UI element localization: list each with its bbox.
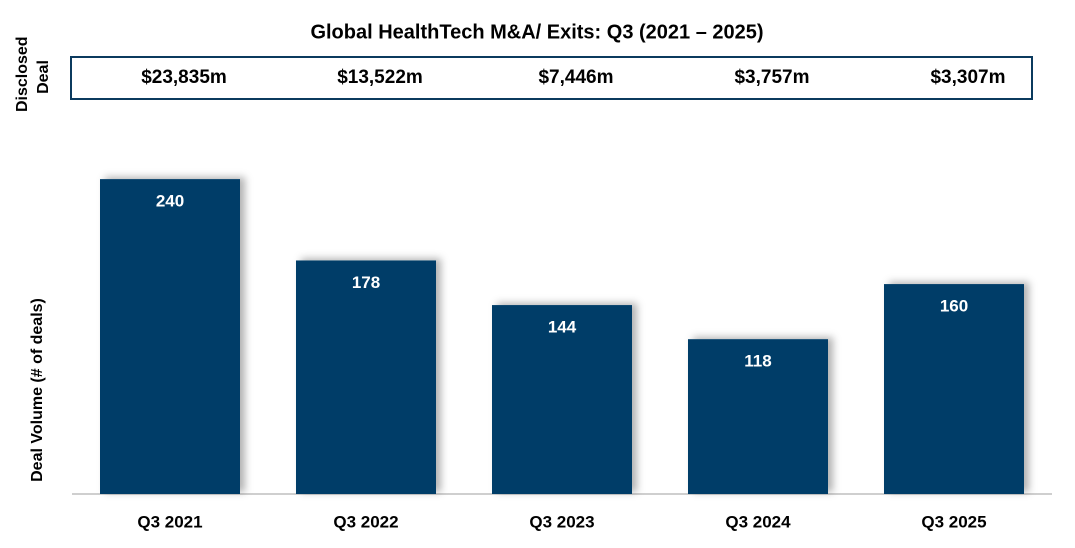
deal-value: $3,757m bbox=[734, 67, 809, 88]
value-label: 160 bbox=[940, 297, 968, 316]
value-label: 240 bbox=[156, 192, 184, 211]
deal-value-label-wrap: Disclosed Deal Value bbox=[14, 36, 52, 112]
bar bbox=[296, 260, 436, 494]
deal-value-label: Disclosed Deal Value bbox=[14, 36, 52, 112]
bar bbox=[100, 179, 240, 494]
value-label: 178 bbox=[352, 273, 380, 292]
value-label: 118 bbox=[744, 352, 771, 371]
x-tick-label: Q3 2025 bbox=[921, 512, 986, 531]
deal-value: $3,307m bbox=[930, 67, 1005, 88]
value-label: 144 bbox=[548, 318, 577, 337]
x-tick-label: Q3 2022 bbox=[333, 512, 398, 531]
deal-value: $23,835m bbox=[141, 67, 227, 88]
deal-value-box bbox=[70, 56, 1033, 100]
y-axis-label: Deal Volume (# of deals) bbox=[29, 298, 46, 482]
bar bbox=[884, 284, 1024, 494]
x-tick-label: Q3 2023 bbox=[529, 512, 594, 531]
bar bbox=[492, 305, 632, 494]
deal-value: $13,522m bbox=[337, 67, 423, 88]
deal-value: $7,446m bbox=[538, 67, 613, 88]
x-tick-label: Q3 2024 bbox=[725, 512, 791, 531]
chart-title: Global HealthTech M&A/ Exits: Q3 (2021 –… bbox=[310, 21, 763, 43]
x-tick-label: Q3 2021 bbox=[137, 512, 202, 531]
bar bbox=[688, 339, 828, 494]
